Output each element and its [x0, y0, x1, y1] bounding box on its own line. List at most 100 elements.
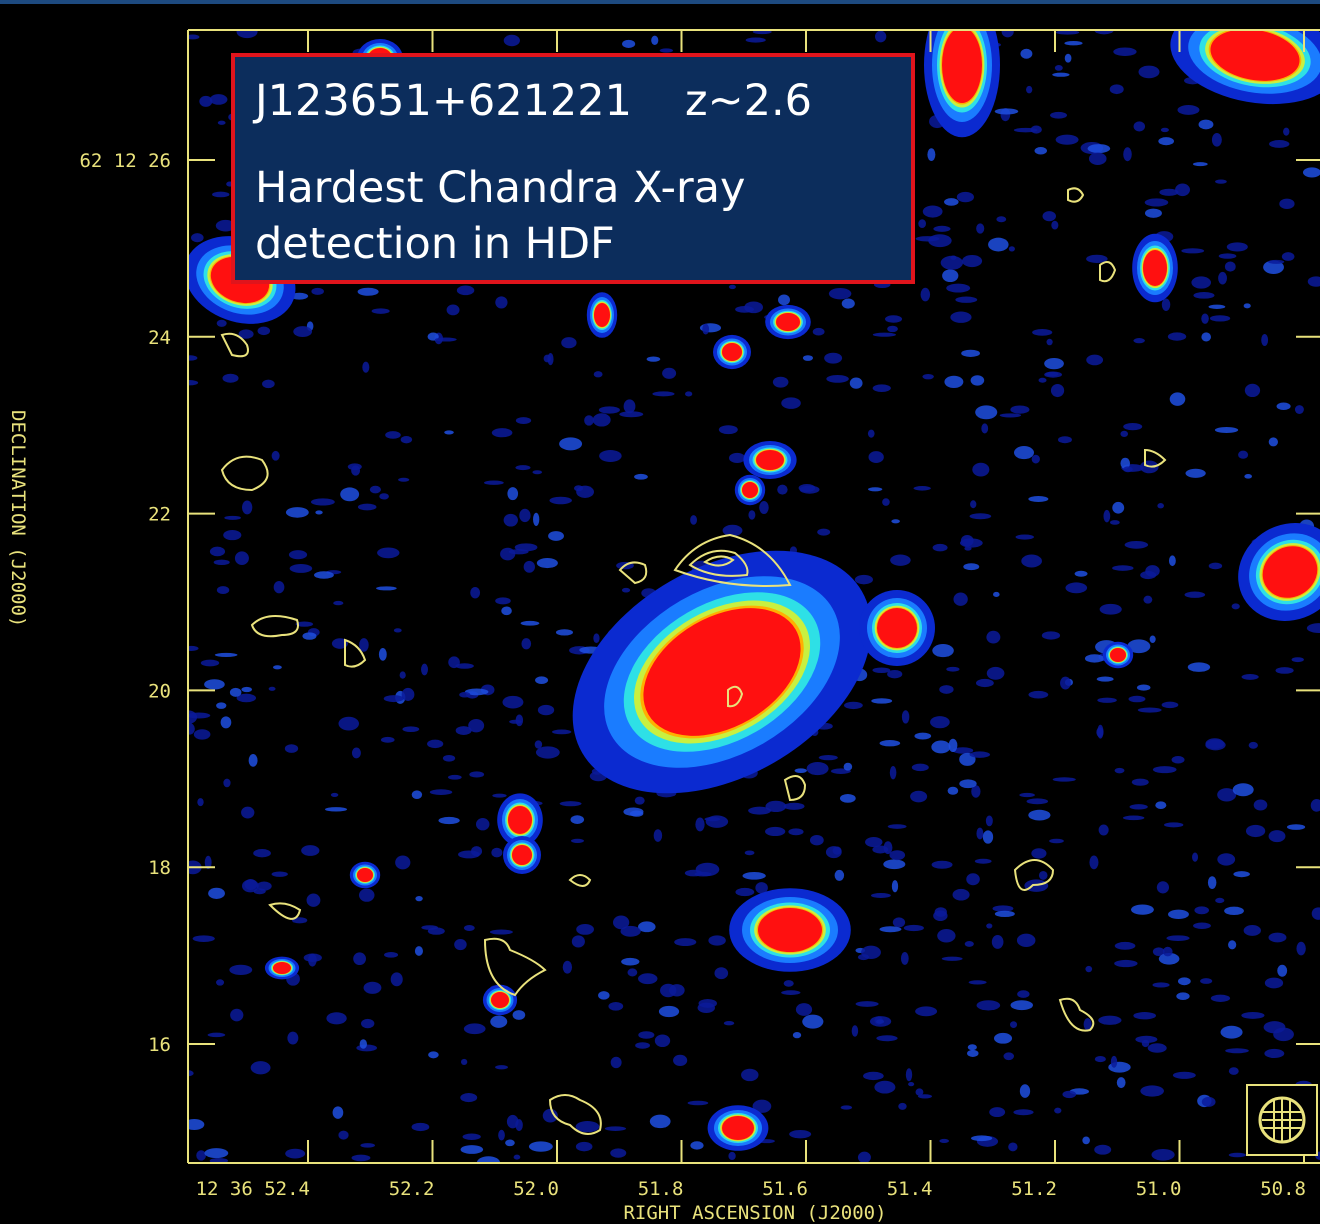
- noise: [1168, 332, 1186, 340]
- noise: [379, 493, 389, 499]
- noise: [1008, 1142, 1017, 1151]
- noise: [788, 828, 803, 835]
- noise: [852, 1025, 858, 1036]
- noise: [1217, 853, 1235, 865]
- noise: [966, 873, 980, 885]
- noise: [208, 888, 225, 899]
- noise: [351, 465, 360, 475]
- source: [708, 1105, 769, 1151]
- noise: [1185, 592, 1206, 598]
- noise: [391, 972, 403, 986]
- noise: [1166, 935, 1189, 941]
- noise: [504, 514, 518, 527]
- noise: [463, 1134, 481, 1140]
- noise: [946, 667, 959, 672]
- noise: [1208, 876, 1216, 889]
- noise: [430, 789, 452, 795]
- noise: [719, 425, 738, 434]
- noise: [311, 288, 324, 295]
- source: [483, 985, 517, 1015]
- noise: [863, 1072, 884, 1080]
- noise: [1110, 520, 1120, 525]
- noise: [1075, 571, 1088, 577]
- noise: [571, 839, 584, 843]
- noise: [939, 685, 953, 694]
- noise: [1017, 990, 1029, 998]
- noise: [289, 550, 307, 559]
- noise: [515, 465, 530, 470]
- noise: [927, 148, 935, 161]
- noise: [759, 501, 768, 514]
- noise: [1162, 298, 1170, 311]
- noise: [1055, 65, 1063, 71]
- noise: [975, 859, 992, 864]
- noise: [1137, 684, 1150, 690]
- noise: [976, 223, 984, 233]
- noise: [898, 1103, 906, 1110]
- noise: [593, 633, 599, 643]
- noise: [1150, 636, 1156, 643]
- noise: [957, 192, 974, 202]
- noise: [538, 705, 554, 715]
- noise: [1047, 339, 1053, 345]
- noise: [361, 1019, 374, 1028]
- noise: [724, 1021, 734, 1025]
- noise: [1086, 355, 1103, 366]
- noise: [1058, 436, 1072, 443]
- noise: [865, 837, 882, 847]
- noise: [370, 486, 381, 494]
- noise: [963, 563, 979, 570]
- noise: [1099, 825, 1109, 836]
- noise: [944, 376, 963, 388]
- noise: [914, 733, 931, 740]
- noise: [702, 324, 709, 335]
- noise: [972, 463, 989, 477]
- noise: [230, 688, 242, 697]
- noise: [1009, 246, 1015, 251]
- noise: [1241, 1012, 1264, 1019]
- noise: [258, 327, 271, 336]
- noise: [495, 597, 511, 604]
- noise: [870, 1016, 891, 1027]
- noise: [1264, 1021, 1286, 1033]
- noise: [844, 702, 863, 709]
- noise: [304, 953, 322, 961]
- noise: [1114, 960, 1137, 967]
- noise: [876, 1035, 897, 1041]
- x-tick-label: 12 36 52.4: [196, 1178, 310, 1200]
- noise: [976, 679, 994, 687]
- source: [729, 888, 851, 972]
- noise: [638, 973, 657, 984]
- noise: [1138, 708, 1162, 713]
- noise: [1123, 147, 1132, 161]
- noise: [728, 1152, 735, 1160]
- noise: [1085, 966, 1092, 972]
- noise: [970, 513, 992, 519]
- noise: [605, 1126, 626, 1131]
- noise: [742, 872, 765, 880]
- noise: [1044, 371, 1062, 377]
- noise: [1246, 825, 1265, 837]
- noise: [971, 375, 985, 385]
- noise: [505, 1140, 515, 1147]
- source: [765, 305, 811, 339]
- noise: [778, 294, 790, 305]
- noise: [223, 530, 241, 540]
- noise: [795, 768, 807, 773]
- noise: [1208, 305, 1225, 309]
- noise: [1062, 1091, 1076, 1098]
- noise: [708, 935, 725, 945]
- noise: [560, 801, 582, 806]
- noise: [961, 535, 974, 546]
- noise: [1292, 657, 1304, 662]
- noise: [532, 470, 542, 474]
- noise: [981, 423, 988, 433]
- noise: [576, 486, 594, 498]
- noise: [197, 798, 203, 806]
- noise: [1210, 315, 1230, 321]
- noise: [353, 952, 366, 965]
- noise: [968, 1044, 977, 1050]
- source-level: [756, 450, 784, 470]
- noise: [889, 850, 905, 860]
- source-level: [594, 303, 610, 327]
